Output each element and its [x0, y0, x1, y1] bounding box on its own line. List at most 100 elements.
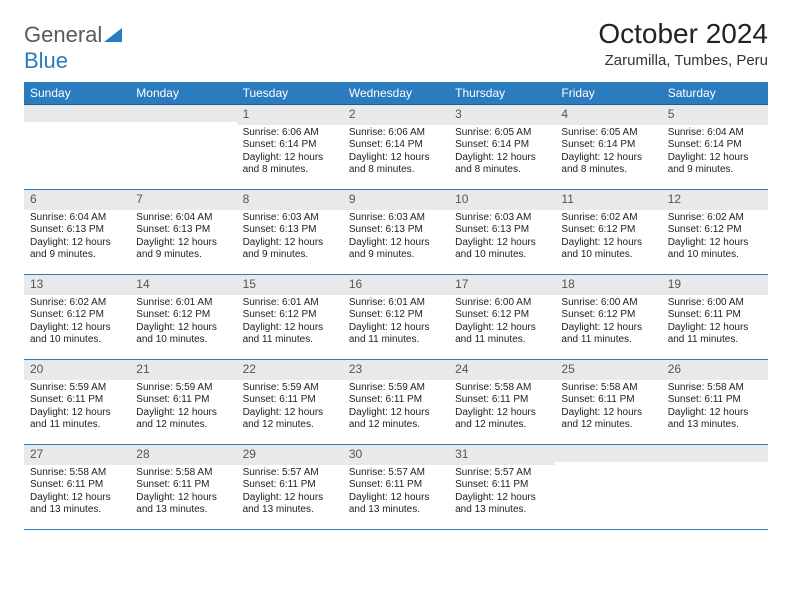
day-number: 2 [349, 107, 356, 121]
day-number-row: 15 [237, 275, 343, 295]
day-details: Sunrise: 5:57 AMSunset: 6:11 PMDaylight:… [241, 467, 339, 517]
day-number-row: 19 [662, 275, 768, 295]
day-cell: 1Sunrise: 6:06 AMSunset: 6:14 PMDaylight… [237, 105, 343, 190]
day-number: 8 [243, 192, 250, 206]
sunrise-text: Sunrise: 6:01 AM [136, 297, 230, 310]
logo-word1: General [24, 22, 102, 47]
daylight-text: Daylight: 12 hours and 13 minutes. [668, 407, 762, 432]
day-cell: 21Sunrise: 5:59 AMSunset: 6:11 PMDayligh… [130, 360, 236, 445]
day-number: 24 [455, 362, 468, 376]
day-header: Sunday [24, 82, 130, 105]
daylight-text: Daylight: 12 hours and 9 minutes. [349, 237, 443, 262]
day-cell: 15Sunrise: 6:01 AMSunset: 6:12 PMDayligh… [237, 275, 343, 360]
day-details: Sunrise: 6:04 AMSunset: 6:13 PMDaylight:… [134, 212, 232, 262]
sunrise-text: Sunrise: 5:59 AM [30, 382, 124, 395]
daylight-text: Daylight: 12 hours and 8 minutes. [455, 152, 549, 177]
day-cell [130, 105, 236, 190]
day-details: Sunrise: 6:00 AMSunset: 6:12 PMDaylight:… [559, 297, 657, 347]
daylight-text: Daylight: 12 hours and 9 minutes. [30, 237, 124, 262]
sunrise-text: Sunrise: 6:05 AM [561, 127, 655, 140]
day-details: Sunrise: 5:59 AMSunset: 6:11 PMDaylight:… [28, 382, 126, 432]
sunset-text: Sunset: 6:12 PM [455, 309, 549, 322]
sunset-text: Sunset: 6:14 PM [668, 139, 762, 152]
day-number-row: 2 [343, 105, 449, 125]
sunrise-text: Sunrise: 6:03 AM [243, 212, 337, 225]
sunrise-text: Sunrise: 5:58 AM [561, 382, 655, 395]
sunset-text: Sunset: 6:11 PM [136, 479, 230, 492]
daylight-text: Daylight: 12 hours and 10 minutes. [455, 237, 549, 262]
daylight-text: Daylight: 12 hours and 11 minutes. [349, 322, 443, 347]
day-details: Sunrise: 6:03 AMSunset: 6:13 PMDaylight:… [241, 212, 339, 262]
day-number: 5 [668, 107, 675, 121]
daylight-text: Daylight: 12 hours and 10 minutes. [561, 237, 655, 262]
day-number: 29 [243, 447, 256, 461]
sunset-text: Sunset: 6:11 PM [668, 394, 762, 407]
day-number-row: 22 [237, 360, 343, 380]
sunset-text: Sunset: 6:12 PM [136, 309, 230, 322]
daylight-text: Daylight: 12 hours and 8 minutes. [243, 152, 337, 177]
day-number-row: 20 [24, 360, 130, 380]
day-cell: 27Sunrise: 5:58 AMSunset: 6:11 PMDayligh… [24, 445, 130, 530]
day-number-row [555, 445, 661, 462]
day-header: Tuesday [237, 82, 343, 105]
day-cell: 12Sunrise: 6:02 AMSunset: 6:12 PMDayligh… [662, 190, 768, 275]
sunrise-text: Sunrise: 5:58 AM [30, 467, 124, 480]
day-number: 1 [243, 107, 250, 121]
sunrise-text: Sunrise: 6:02 AM [561, 212, 655, 225]
day-header: Friday [555, 82, 661, 105]
sunset-text: Sunset: 6:11 PM [349, 479, 443, 492]
day-cell: 13Sunrise: 6:02 AMSunset: 6:12 PMDayligh… [24, 275, 130, 360]
day-number-row: 14 [130, 275, 236, 295]
day-details: Sunrise: 6:05 AMSunset: 6:14 PMDaylight:… [453, 127, 551, 177]
daylight-text: Daylight: 12 hours and 9 minutes. [136, 237, 230, 262]
day-cell: 8 Sunrise: 6:03 AMSunset: 6:13 PMDaylight… [237, 190, 343, 275]
daylight-text: Daylight: 12 hours and 9 minutes. [243, 237, 337, 262]
day-number-row: 3 [449, 105, 555, 125]
day-cell: 30Sunrise: 5:57 AMSunset: 6:11 PMDayligh… [343, 445, 449, 530]
sunrise-text: Sunrise: 6:06 AM [243, 127, 337, 140]
day-cell [555, 445, 661, 530]
day-number: 22 [243, 362, 256, 376]
day-number-row: 28 [130, 445, 236, 465]
daylight-text: Daylight: 12 hours and 13 minutes. [243, 492, 337, 517]
day-details: Sunrise: 6:02 AMSunset: 6:12 PMDaylight:… [559, 212, 657, 262]
day-details: Sunrise: 6:03 AMSunset: 6:13 PMDaylight:… [453, 212, 551, 262]
day-details: Sunrise: 6:02 AMSunset: 6:12 PMDaylight:… [666, 212, 764, 262]
day-cell: 20Sunrise: 5:59 AMSunset: 6:11 PMDayligh… [24, 360, 130, 445]
sunset-text: Sunset: 6:11 PM [561, 394, 655, 407]
day-number: 23 [349, 362, 362, 376]
day-number-row: 4 [555, 105, 661, 125]
daylight-text: Daylight: 12 hours and 10 minutes. [30, 322, 124, 347]
day-cell: 16Sunrise: 6:01 AMSunset: 6:12 PMDayligh… [343, 275, 449, 360]
day-details: Sunrise: 5:58 AMSunset: 6:11 PMDaylight:… [28, 467, 126, 517]
day-number: 16 [349, 277, 362, 291]
day-number-row: 16 [343, 275, 449, 295]
day-cell: 5Sunrise: 6:04 AMSunset: 6:14 PMDaylight… [662, 105, 768, 190]
day-cell: 28Sunrise: 5:58 AMSunset: 6:11 PMDayligh… [130, 445, 236, 530]
sunrise-text: Sunrise: 5:57 AM [349, 467, 443, 480]
day-header: Wednesday [343, 82, 449, 105]
day-number: 6 [30, 192, 37, 206]
sunset-text: Sunset: 6:11 PM [349, 394, 443, 407]
sunrise-text: Sunrise: 6:06 AM [349, 127, 443, 140]
day-cell: 9Sunrise: 6:03 AMSunset: 6:13 PMDaylight… [343, 190, 449, 275]
sunrise-text: Sunrise: 6:02 AM [30, 297, 124, 310]
sunset-text: Sunset: 6:12 PM [561, 224, 655, 237]
day-number: 21 [136, 362, 149, 376]
day-details: Sunrise: 5:57 AMSunset: 6:11 PMDaylight:… [453, 467, 551, 517]
sunset-text: Sunset: 6:13 PM [30, 224, 124, 237]
day-number: 10 [455, 192, 468, 206]
day-number-row: 7 [130, 190, 236, 210]
daylight-text: Daylight: 12 hours and 8 minutes. [349, 152, 443, 177]
day-cell: 6Sunrise: 6:04 AMSunset: 6:13 PMDaylight… [24, 190, 130, 275]
sunset-text: Sunset: 6:11 PM [455, 479, 549, 492]
sunrise-text: Sunrise: 6:00 AM [561, 297, 655, 310]
daylight-text: Daylight: 12 hours and 13 minutes. [455, 492, 549, 517]
day-details: Sunrise: 6:05 AMSunset: 6:14 PMDaylight:… [559, 127, 657, 177]
day-number-row: 12 [662, 190, 768, 210]
sunrise-text: Sunrise: 6:04 AM [136, 212, 230, 225]
day-number-row: 23 [343, 360, 449, 380]
day-cell: 14Sunrise: 6:01 AMSunset: 6:12 PMDayligh… [130, 275, 236, 360]
daylight-text: Daylight: 12 hours and 11 minutes. [243, 322, 337, 347]
day-number-row: 9 [343, 190, 449, 210]
